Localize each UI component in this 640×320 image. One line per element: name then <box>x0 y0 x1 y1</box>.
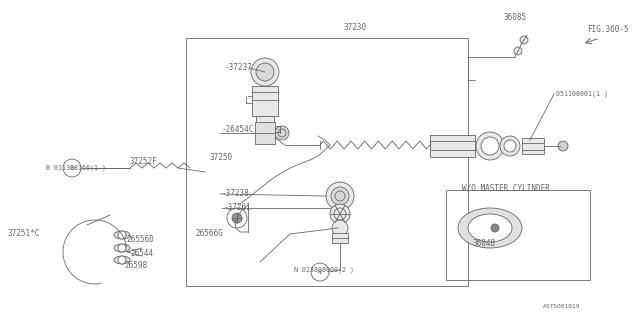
Circle shape <box>330 204 350 224</box>
Circle shape <box>275 126 289 140</box>
Bar <box>186 38 468 286</box>
Bar <box>256 116 274 124</box>
Text: A375001019: A375001019 <box>543 303 580 308</box>
Text: FIG.360-5: FIG.360-5 <box>587 26 628 35</box>
Text: 37250: 37250 <box>210 154 233 163</box>
Text: 051108001(1 ): 051108001(1 ) <box>556 91 608 97</box>
Circle shape <box>227 208 247 228</box>
Ellipse shape <box>458 208 522 248</box>
Circle shape <box>331 187 349 205</box>
Text: -37237: -37237 <box>225 63 253 73</box>
Ellipse shape <box>114 231 130 239</box>
Text: 37252F: 37252F <box>130 157 157 166</box>
Text: 26566G: 26566G <box>195 229 223 238</box>
Text: 37251*C: 37251*C <box>8 229 40 238</box>
Bar <box>332 233 348 243</box>
Bar <box>522 138 544 154</box>
Ellipse shape <box>114 256 130 264</box>
Circle shape <box>256 63 274 81</box>
Text: N: N <box>318 269 322 275</box>
Bar <box>446 190 590 280</box>
Bar <box>255 122 275 144</box>
Text: -26454C: -26454C <box>222 125 254 134</box>
Circle shape <box>500 136 520 156</box>
Text: W/O MASTER CYLINDER: W/O MASTER CYLINDER <box>462 183 550 193</box>
Text: -37261: -37261 <box>224 204 252 212</box>
Text: -37238: -37238 <box>222 189 250 198</box>
Circle shape <box>558 141 568 151</box>
Circle shape <box>504 140 516 152</box>
Circle shape <box>481 137 499 155</box>
Text: 36085: 36085 <box>504 13 527 22</box>
Text: 26556D: 26556D <box>126 236 154 244</box>
Circle shape <box>118 231 126 239</box>
Text: 36048: 36048 <box>472 239 495 249</box>
Circle shape <box>332 220 348 236</box>
Circle shape <box>251 58 279 86</box>
Text: 37230: 37230 <box>344 23 367 33</box>
Circle shape <box>118 244 126 252</box>
Circle shape <box>232 213 242 223</box>
Ellipse shape <box>468 214 512 242</box>
Ellipse shape <box>114 244 130 252</box>
Circle shape <box>118 256 126 264</box>
Text: 26598: 26598 <box>124 261 147 270</box>
Circle shape <box>326 182 354 210</box>
Bar <box>252 86 278 116</box>
Text: 26544: 26544 <box>130 250 153 259</box>
Circle shape <box>520 36 528 44</box>
Text: N 023808000(2 ): N 023808000(2 ) <box>294 267 354 273</box>
Text: B: B <box>70 165 74 171</box>
Circle shape <box>514 47 522 55</box>
Circle shape <box>476 132 504 160</box>
Text: B 011308166(1 ): B 011308166(1 ) <box>46 165 106 171</box>
Bar <box>430 135 475 157</box>
Circle shape <box>491 224 499 232</box>
